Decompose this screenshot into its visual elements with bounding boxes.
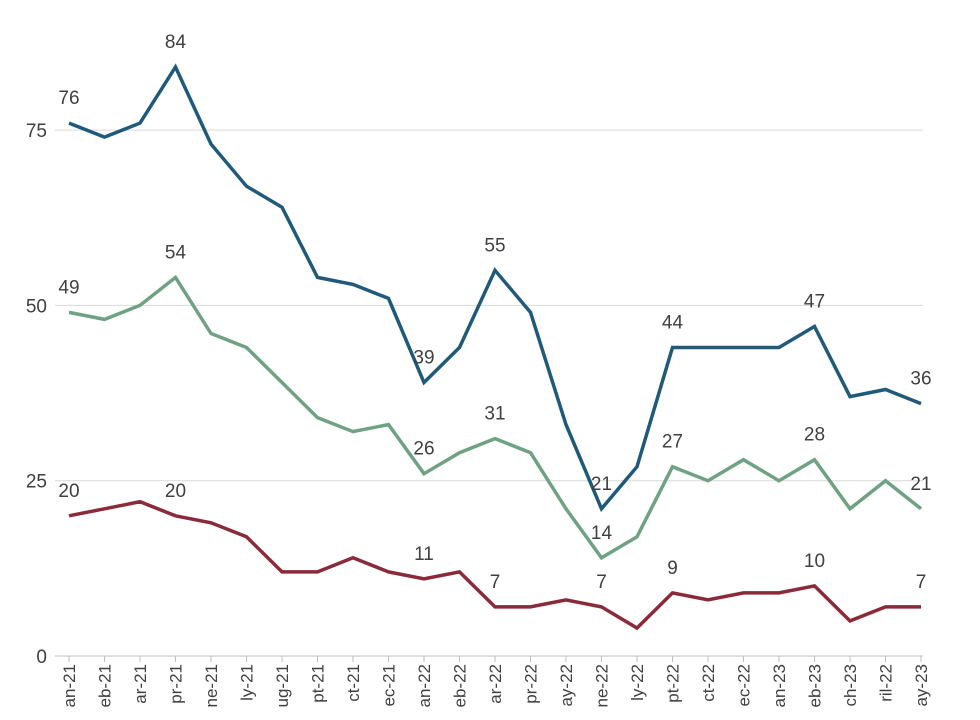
- data-label: 9: [667, 558, 678, 579]
- x-tick-label: pr-21: [167, 664, 186, 704]
- data-label: 14: [591, 523, 613, 544]
- x-tick-label: ct-21: [344, 664, 363, 702]
- data-label: 11: [414, 544, 434, 565]
- data-label: 20: [58, 481, 79, 502]
- x-tick-label: pt-21: [309, 664, 328, 703]
- data-label: 7: [596, 572, 607, 593]
- data-label: 31: [484, 404, 505, 425]
- x-axis: an-21 eb-21 ar-21 pr-21 ne-21 ly-21 ug-21 pt-21…: [55, 655, 931, 707]
- x-tick-label: ly-21: [238, 664, 257, 701]
- data-label: 10: [804, 551, 825, 572]
- y-tick-label: 75: [26, 121, 47, 142]
- x-tick-label: an-21: [60, 664, 79, 707]
- data-label: 76: [58, 88, 79, 109]
- data-label: 55: [484, 235, 505, 256]
- x-tick-label: ay-23: [912, 664, 931, 707]
- x-tick-label: ay-22: [557, 664, 576, 707]
- data-label: 21: [910, 474, 931, 495]
- data-label: 54: [165, 242, 187, 263]
- x-tick-label: ec-21: [380, 664, 399, 707]
- series-lines: [68, 63, 923, 631]
- data-label: 26: [413, 439, 434, 460]
- x-tick-label: eb-22: [451, 664, 470, 707]
- data-label: 7: [490, 572, 501, 593]
- data-label: 21: [591, 474, 612, 495]
- data-label: 49: [58, 277, 79, 298]
- gridlines: [55, 129, 923, 482]
- x-tick-label: eb-23: [806, 664, 825, 707]
- x-tick-label: ar-22: [486, 664, 505, 704]
- series-line-3: [68, 499, 921, 631]
- data-label: 20: [165, 481, 186, 502]
- data-label: 7: [916, 572, 927, 593]
- x-tick-label: pt-22: [664, 664, 683, 703]
- data-label: 39: [413, 348, 434, 369]
- x-tick-label: an-22: [415, 664, 434, 707]
- x-tick-label: ly-22: [628, 664, 647, 701]
- x-tick-label: ril-22: [877, 664, 896, 702]
- x-tick-label: an-23: [770, 664, 789, 707]
- x-tick-label: pr-22: [522, 664, 541, 704]
- data-label: 44: [662, 312, 684, 333]
- x-tick-label: ug-21: [273, 664, 292, 707]
- data-label: 28: [804, 425, 825, 446]
- data-labels: 76 84 39 55 21 44 47 36 49 54 26 31 14 27 28 21 20 20 11 7 7…: [58, 32, 931, 593]
- x-tick-label: ct-22: [699, 664, 718, 702]
- y-tick-label: 25: [26, 472, 47, 493]
- data-label: 36: [910, 369, 931, 390]
- y-tick-label: 0: [36, 647, 47, 668]
- x-tick-label: eb-21: [96, 664, 115, 707]
- x-tick-label: ch-23: [841, 664, 860, 707]
- data-label: 84: [165, 32, 187, 53]
- y-tick-label: 50: [26, 296, 47, 317]
- data-label: 47: [804, 291, 825, 312]
- data-label: 27: [662, 432, 683, 453]
- x-tick-label: ne-21: [202, 664, 221, 707]
- series-line-1: [68, 63, 922, 513]
- y-axis-ticks: 0 25 50 75: [26, 121, 47, 668]
- x-tick-label: ec-22: [735, 664, 754, 707]
- x-tick-label: ar-21: [131, 664, 150, 704]
- x-tick-label: ne-22: [593, 664, 612, 707]
